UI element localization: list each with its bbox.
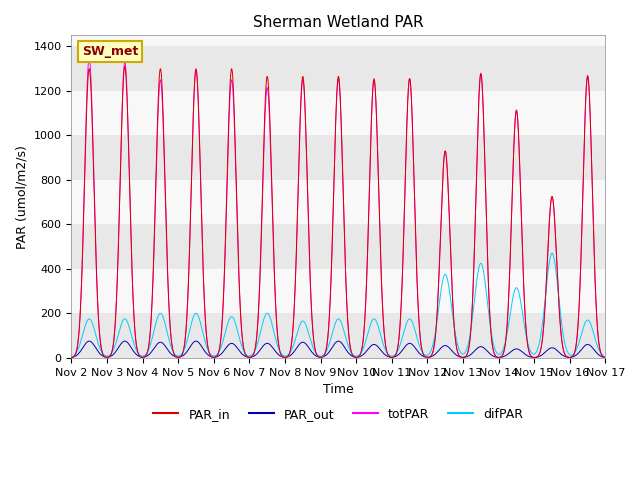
Text: SW_met: SW_met — [82, 45, 138, 58]
Title: Sherman Wetland PAR: Sherman Wetland PAR — [253, 15, 424, 30]
Bar — [72, 180, 605, 224]
Bar — [72, 36, 605, 47]
Legend: PAR_in, PAR_out, totPAR, difPAR: PAR_in, PAR_out, totPAR, difPAR — [148, 403, 528, 426]
Bar — [72, 91, 605, 135]
Bar — [72, 313, 605, 358]
Bar — [72, 135, 605, 180]
Bar — [72, 269, 605, 313]
Bar — [72, 224, 605, 269]
X-axis label: Time: Time — [323, 383, 354, 396]
Bar — [72, 47, 605, 91]
Y-axis label: PAR (umol/m2/s): PAR (umol/m2/s) — [15, 144, 28, 249]
